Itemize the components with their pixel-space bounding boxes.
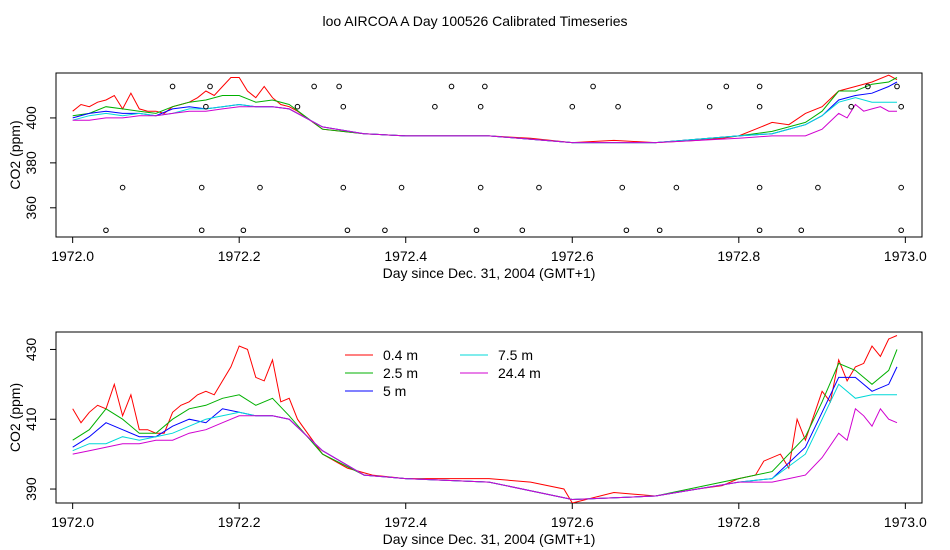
- marker-point: [240, 227, 247, 234]
- marker-point: [257, 184, 263, 191]
- marker-point: [756, 83, 763, 90]
- x-tick-label: 1972.6: [551, 514, 594, 530]
- marker-point: [756, 103, 763, 110]
- x-tick-label: 1972.6: [551, 248, 594, 264]
- marker-point: [798, 227, 805, 234]
- plot-frame: [55, 331, 923, 504]
- marker-point: [898, 184, 904, 191]
- legend: 0.4 m 2.5 m 5 m 7.5 m 24.4 m: [345, 347, 541, 399]
- marker-point: [623, 227, 630, 234]
- x-axis-label: Day since Dec. 31, 2004 (GMT+1): [383, 531, 596, 547]
- legend-label: 7.5 m: [498, 347, 533, 363]
- series-line-5-m: [72, 366, 898, 501]
- series-line-4: [72, 103, 897, 144]
- legend-label: 0.4 m: [383, 347, 418, 363]
- marker-point: [673, 184, 680, 191]
- marker-point: [815, 184, 821, 191]
- series-line-24-4-m: [72, 407, 898, 501]
- x-tick-label: 1972.8: [717, 514, 760, 530]
- marker-point: [340, 184, 347, 191]
- x-tick-label: 1972.4: [384, 514, 427, 530]
- x-tick-label: 1972.0: [51, 248, 94, 264]
- y-tick-label: 430: [23, 338, 39, 362]
- plot-frame: [55, 72, 923, 238]
- marker-point: [756, 184, 763, 191]
- series-line-1: [72, 77, 898, 144]
- x-tick-label: 1973.0: [884, 514, 927, 530]
- marker-point: [898, 103, 904, 110]
- marker-point: [477, 103, 484, 110]
- y-tick-label: 360: [23, 196, 39, 220]
- x-axis-label: Day since Dec. 31, 2004 (GMT+1): [383, 265, 596, 281]
- legend-label: 5 m: [383, 383, 406, 399]
- marker-point: [706, 103, 713, 110]
- marker-point: [569, 103, 576, 110]
- marker-point: [103, 227, 109, 234]
- x-tick-label: 1972.2: [218, 248, 261, 264]
- marker-point: [398, 184, 405, 191]
- marker-point: [198, 227, 205, 234]
- marker-point: [482, 83, 488, 90]
- x-tick-label: 1972.4: [384, 248, 427, 264]
- marker-point: [311, 83, 317, 90]
- series-line-2-5-m: [72, 349, 898, 501]
- x-tick-label: 1972.8: [717, 248, 760, 264]
- y-tick-label: 390: [23, 477, 39, 501]
- marker-point: [207, 83, 213, 90]
- marker-point: [448, 83, 455, 90]
- bottom-panel: 1972.0 1972.2 1972.4 1972.6 1972.8 1973.0 Day …: [7, 331, 927, 547]
- marker-point: [536, 184, 542, 191]
- marker-point: [723, 83, 730, 90]
- marker-point: [894, 83, 900, 90]
- marker-point: [169, 83, 176, 90]
- marker-point: [336, 83, 342, 90]
- series-line-0-4-m: [72, 335, 898, 503]
- marker-point: [340, 103, 347, 110]
- marker-point: [519, 227, 526, 234]
- marker-point: [382, 227, 388, 234]
- y-axis-label: CO2 (ppm): [7, 383, 23, 452]
- marker-point: [656, 227, 663, 234]
- top-panel: 1972.0 1972.2 1972.4 1972.6 1972.8 1973.0 Day …: [7, 72, 927, 281]
- marker-point: [432, 103, 438, 110]
- marker-point: [198, 184, 205, 191]
- legend-label: 2.5 m: [383, 365, 418, 381]
- marker-point: [344, 227, 351, 234]
- y-tick-label: 380: [23, 151, 39, 175]
- marker-point: [294, 103, 301, 110]
- legend-label: 24.4 m: [498, 365, 541, 381]
- x-tick-label: 1973.0: [884, 248, 927, 264]
- marker-point: [477, 184, 484, 191]
- marker-point: [756, 227, 763, 234]
- y-tick-label: 400: [23, 106, 39, 130]
- series-group: [72, 335, 898, 503]
- marker-point: [119, 184, 126, 191]
- marker-point: [615, 103, 621, 110]
- marker-point: [203, 103, 209, 110]
- x-tick-label: 1972.2: [218, 514, 261, 530]
- marker-point: [590, 83, 596, 90]
- x-tick-label: 1972.0: [51, 514, 94, 530]
- marker-point: [619, 184, 626, 191]
- marker-point: [865, 83, 871, 90]
- y-tick-label: 410: [23, 407, 39, 431]
- y-axis-label: CO2 (ppm): [7, 120, 23, 189]
- marker-group: [103, 83, 904, 234]
- marker-point: [848, 103, 855, 110]
- figure-title: loo AIRCOA A Day 100526 Calibrated Times…: [322, 13, 627, 29]
- marker-point: [473, 227, 480, 234]
- marker-point: [898, 227, 904, 234]
- series-group: [72, 74, 898, 144]
